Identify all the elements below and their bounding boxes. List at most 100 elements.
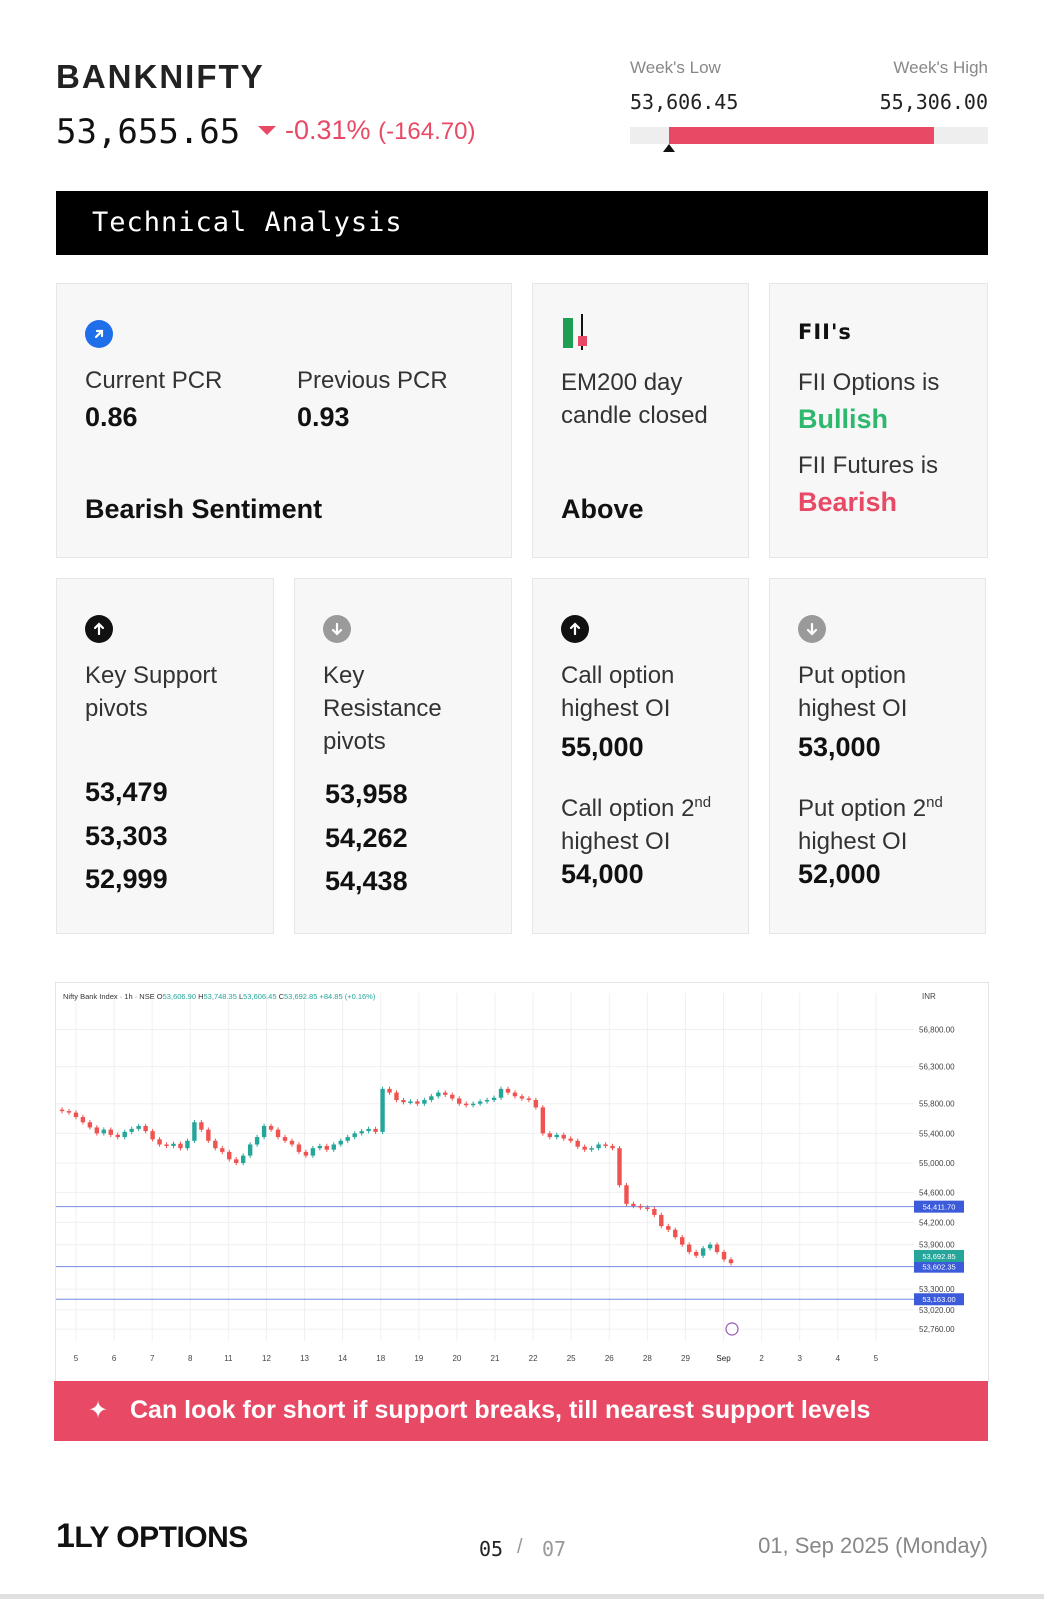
candle-body	[338, 1140, 343, 1145]
candle-body	[66, 1111, 72, 1113]
put-oi2-label-post: highest OI	[798, 828, 908, 855]
candle-body	[143, 1125, 148, 1132]
candle-body	[686, 1244, 692, 1253]
x-tick-label: 11	[224, 1354, 233, 1363]
candle-body	[268, 1125, 274, 1130]
candle-body	[401, 1099, 406, 1103]
current-price-badge	[914, 1249, 964, 1262]
candle-body	[352, 1133, 357, 1138]
x-tick-label: 14	[338, 1354, 347, 1363]
x-tick-label: 5	[874, 1354, 879, 1363]
candle-body	[484, 1099, 490, 1102]
candle-body	[505, 1088, 511, 1093]
put-oi2-label-sup: nd	[926, 794, 943, 811]
candle-body	[129, 1128, 134, 1132]
candle-body	[178, 1143, 183, 1149]
candle-body	[470, 1103, 476, 1106]
candle-body	[94, 1127, 100, 1134]
candle-body	[115, 1134, 120, 1138]
candle-body	[582, 1146, 587, 1150]
y-tick-label: 56,800.00	[919, 1026, 955, 1035]
week-low-value: 53,606.45	[630, 90, 739, 114]
price-chart[interactable]: 5 6 7 8 11 12 13 14 18 19 20 21 22 25 26 28 29 Sep 2 3 4 5 56,…	[55, 982, 989, 1382]
ohlc-value: 53,748.35	[204, 992, 239, 1001]
y-tick-label: 53,300.00	[919, 1285, 955, 1294]
candle-body	[707, 1244, 713, 1249]
resistance-value-1: 53,958	[325, 779, 408, 809]
candle-body	[519, 1096, 525, 1099]
chart-canvas[interactable]: 5 6 7 8 11 12 13 14 18 19 20 21 22 25 26 28 29 Sep 2 3 4 5 56,…	[56, 983, 988, 1381]
x-tick-label: 29	[681, 1354, 690, 1363]
candle-body	[171, 1143, 176, 1146]
bottom-strip	[0, 1594, 1044, 1599]
candle-body	[568, 1138, 573, 1141]
candle-body	[387, 1088, 392, 1093]
ohlc-value: 53,606.90	[163, 992, 198, 1001]
candle-body	[331, 1144, 336, 1150]
arrow-down-icon	[798, 615, 826, 643]
banner-title: Technical Analysis	[92, 207, 403, 238]
candle-body	[150, 1131, 155, 1140]
y-tick-label: 54,600.00	[919, 1189, 955, 1198]
y-tick-label: 55,000.00	[919, 1159, 955, 1168]
put-oi2-label: Put option 2nd highest OI	[798, 786, 983, 858]
support-value-3: 52,999	[85, 864, 168, 894]
candle-body	[206, 1129, 211, 1141]
sparkle-icon: ✦	[88, 1397, 109, 1424]
candle-body	[220, 1148, 225, 1152]
candle-body	[164, 1144, 169, 1146]
support-value-1: 53,479	[85, 777, 168, 807]
candle-body	[324, 1145, 330, 1150]
y-tick-label: 54,200.00	[919, 1218, 955, 1227]
candle-body	[289, 1140, 295, 1145]
candle-body	[554, 1134, 559, 1138]
call-oi2-label: Call option 2nd highest OI	[561, 786, 746, 858]
call-oi2-label-sup: nd	[694, 794, 712, 811]
price-down-icon	[258, 126, 276, 135]
candle-body	[680, 1237, 685, 1245]
candle-body	[728, 1259, 734, 1264]
candle-body	[714, 1244, 720, 1253]
fii-heading: FII's	[798, 320, 852, 344]
ohlc-key: O	[157, 992, 163, 1001]
candle-body	[101, 1129, 107, 1134]
candle-body	[429, 1096, 434, 1100]
ohlc-value: 53,692.85	[284, 992, 319, 1001]
ohlc-value: 53,606.45	[243, 992, 278, 1001]
put-oi-label: Put option highest OI	[798, 662, 908, 722]
candle-body	[240, 1155, 246, 1164]
resistance-value-3: 54,438	[325, 866, 408, 896]
resistance-label: Key Resistance pivots	[323, 662, 442, 755]
ema-card: EM200 day candle closed Above	[532, 283, 749, 558]
candle-body	[122, 1131, 127, 1138]
call-oi2-label-post: highest OI	[561, 828, 671, 855]
brand-logo-text: LY OPTIONS	[74, 1521, 248, 1554]
candle-body	[394, 1092, 399, 1100]
level-badge-label: 53,602.35	[922, 1263, 955, 1272]
week-range-bar	[630, 127, 988, 152]
candle-body	[213, 1140, 218, 1149]
candle-body	[526, 1098, 532, 1101]
x-tick-label: 8	[188, 1354, 193, 1363]
candle-body	[373, 1128, 378, 1132]
x-tick-label: 5	[74, 1354, 79, 1363]
put-oi2-label-pre: Put option 2	[798, 795, 927, 822]
candle-body	[254, 1137, 260, 1145]
candle-body	[73, 1112, 79, 1118]
ticker-symbol: BANKNIFTY	[56, 58, 265, 95]
candle-body	[575, 1140, 580, 1147]
ohlc-key: H	[198, 992, 203, 1001]
x-tick-label: 4	[836, 1354, 841, 1363]
candle-body	[422, 1099, 427, 1104]
candle-body	[247, 1144, 253, 1156]
x-tick-label: 7	[150, 1354, 155, 1363]
candle-body	[275, 1129, 281, 1138]
brand-logo: 1LY OPTIONS	[56, 1517, 248, 1556]
footer-date: 01, Sep 2025 (Monday)	[758, 1533, 988, 1558]
currency-label: INR	[922, 992, 936, 1001]
ohlc-key: L	[239, 992, 243, 1001]
candle-body	[345, 1137, 350, 1141]
candle-body	[303, 1151, 309, 1156]
candle-body	[282, 1137, 288, 1141]
arrow-up-icon	[85, 615, 113, 643]
